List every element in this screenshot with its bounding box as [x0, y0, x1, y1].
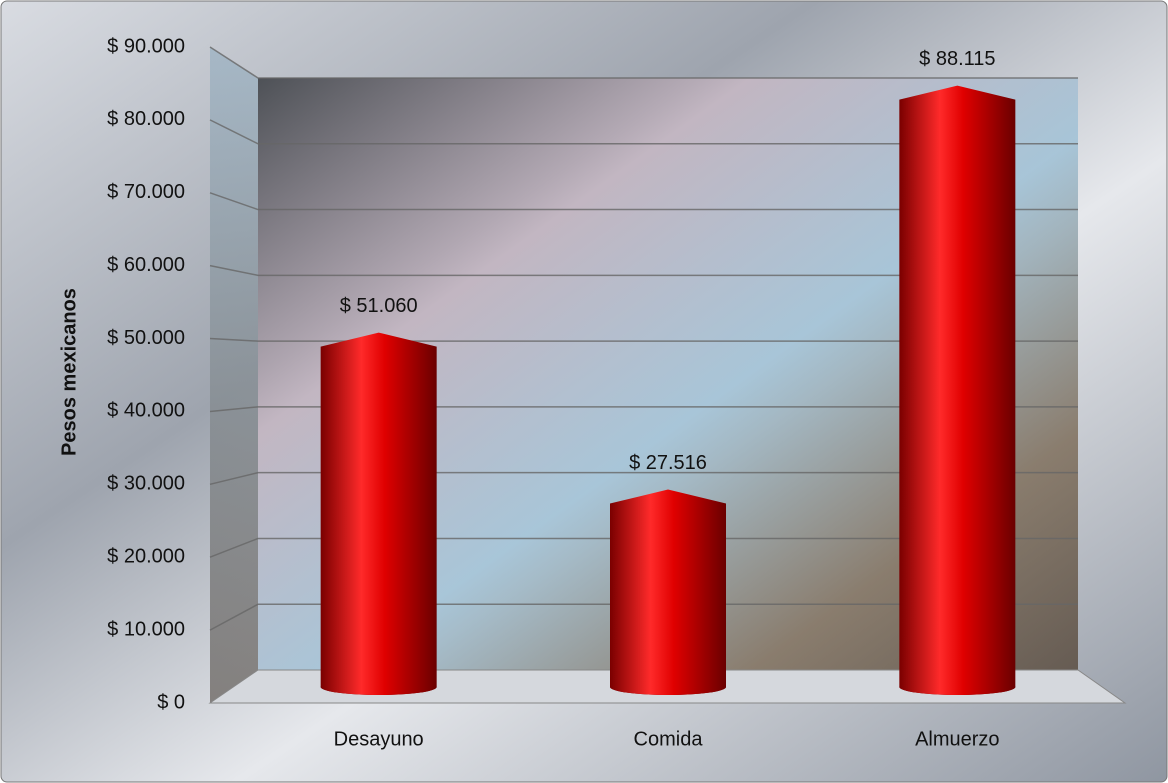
y-tick-label: $ 90.000: [107, 35, 185, 57]
y-tick-label: $ 70.000: [107, 181, 185, 203]
value-label: $ 51.060: [340, 295, 418, 317]
grid-line: [209, 192, 1078, 211]
grid-line: [209, 537, 1078, 558]
grid-line: [209, 603, 1078, 631]
x-tick-label: Comida: [634, 728, 704, 750]
plot: $ 0 $ 10.000 $ 20.000 $ 30.000 $ 40.000 $ 50.…: [107, 35, 1078, 750]
grid-line: [209, 264, 1078, 277]
grid-line: [209, 46, 1078, 79]
grid-line: [209, 471, 1078, 486]
grid-line: [209, 337, 1078, 342]
y-tick-label: $ 10.000: [107, 618, 185, 640]
y-tick-label: $ 60.000: [107, 254, 185, 276]
value-label: $ 27.516: [629, 452, 707, 474]
x-tick-label: Desayuno: [334, 728, 424, 750]
value-label: $ 88.115: [919, 48, 995, 70]
side-wall: [210, 47, 258, 703]
y-tick-label: $ 20.000: [107, 546, 185, 568]
bar: [610, 489, 726, 695]
grid-line: [209, 119, 1078, 145]
y-axis-title: Pesos mexicanos: [58, 288, 80, 456]
y-tick-label: $ 40.000: [107, 400, 185, 422]
y-tick-label: $ 80.000: [107, 108, 185, 130]
grid-line: [209, 406, 1078, 413]
back-wall: [258, 78, 1078, 670]
bar: [899, 85, 1016, 696]
y-tick-label: $ 30.000: [107, 473, 185, 495]
y-tick-label: $ 0: [157, 691, 185, 713]
y-tick-label: $ 50.000: [107, 327, 185, 349]
bar: [320, 332, 437, 695]
x-tick-label: Almuerzo: [915, 728, 999, 750]
